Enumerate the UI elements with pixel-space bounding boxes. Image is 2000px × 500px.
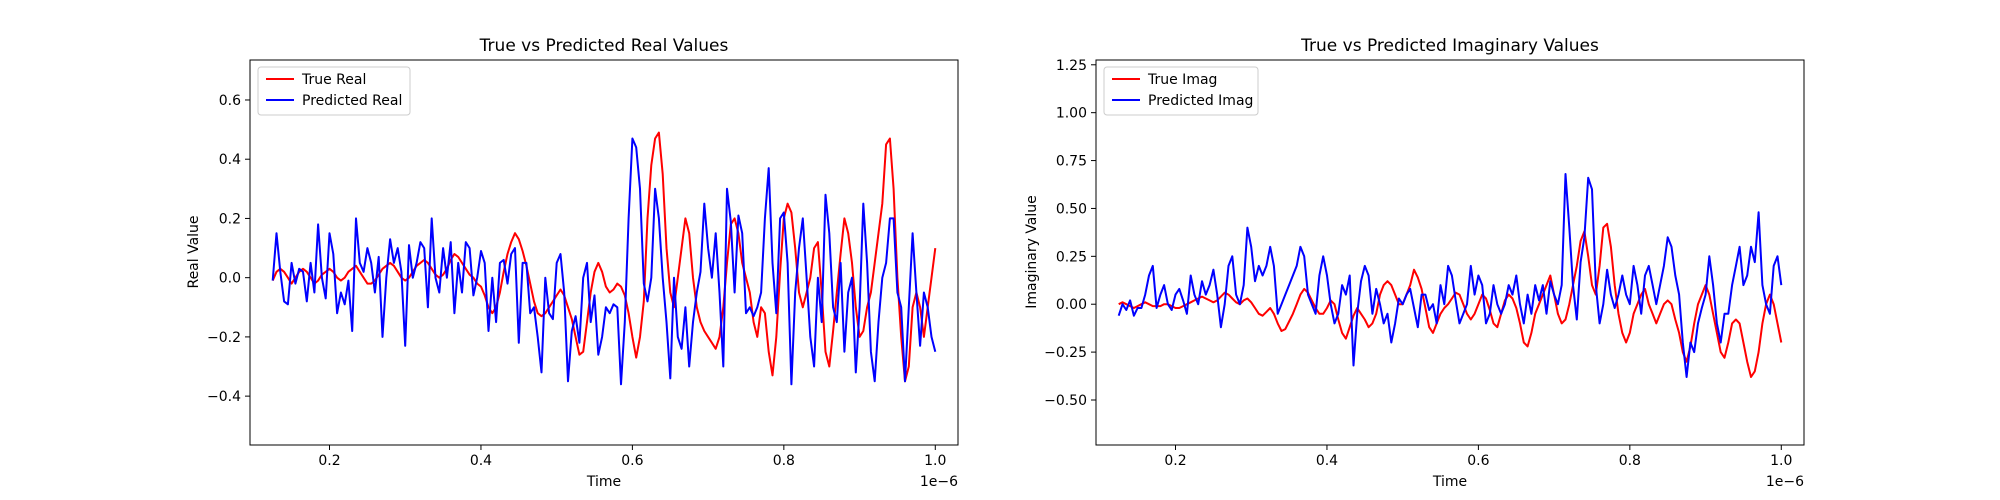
series-line-predicted-imag [1117,173,1783,378]
series-line-true-imag [1118,222,1783,378]
legend-label-predicted-imag: Predicted Imag [1148,93,1253,109]
chart-imaginary: True vs Predicted Imaginary Values 0.2 0.… [1024,36,1805,490]
x-tick-label: 0.8 [1619,453,1641,469]
y-tick-label: −0.4 [207,389,241,405]
x-tick-label: 0.4 [470,453,492,469]
x-tick-label: 1.0 [1770,453,1792,469]
x-tick-label: 0.4 [1316,453,1338,469]
y-tick-label: −0.25 [1044,345,1087,361]
y-tick-label: 0.6 [219,93,241,109]
legend-label-predicted-real: Predicted Real [302,93,402,109]
series-lines [271,131,937,386]
y-tick-label: −0.50 [1044,393,1087,409]
chart-real: True vs Predicted Real Values 0.2 0.4 0.6 0… [186,36,959,490]
y-tick-label: 0.00 [1056,297,1087,313]
y-tick-label: 0.25 [1056,249,1087,265]
y-tick-label: 0.0 [219,271,241,287]
x-tick-label: 0.6 [621,453,643,469]
y-tick-label: −0.2 [207,330,241,346]
series-line-true-real [271,131,937,383]
y-tick-label: 1.25 [1056,58,1087,74]
x-tick-label: 0.8 [773,453,795,469]
chart-title: True vs Predicted Imaginary Values [1300,36,1599,56]
y-tick-label: 0.2 [219,211,241,227]
legend-label-true-imag: True Imag [1147,72,1217,88]
chart-title: True vs Predicted Real Values [479,36,729,56]
plot-frame [1095,59,1805,446]
legend-label-true-real: True Real [301,72,366,88]
x-offset-text: 1e−6 [1766,474,1804,490]
x-axis-ticks: 0.2 0.4 0.6 0.8 1.0 [318,445,946,469]
x-tick-label: 1.0 [924,453,946,469]
legend-box [1103,66,1259,116]
x-axis-ticks: 0.2 0.4 0.6 0.8 1.0 [1164,445,1792,469]
y-tick-label: 0.50 [1056,201,1087,217]
series-lines [1117,173,1783,378]
y-axis-ticks: −0.4 −0.2 0.0 0.2 0.4 0.6 [207,93,250,405]
x-tick-label: 0.2 [318,453,340,469]
y-tick-label: 0.75 [1056,154,1087,170]
y-tick-label: 1.00 [1056,106,1087,122]
legend: True Real Predicted Real [257,66,411,116]
x-tick-label: 0.6 [1467,453,1489,469]
x-axis-label: Time [1432,474,1467,490]
legend: True Imag Predicted Imag [1103,66,1259,116]
plot-frame [249,59,959,446]
y-axis-label: Imaginary Value [1024,195,1040,309]
x-offset-text: 1e−6 [920,474,958,490]
x-axis-label: Time [586,474,621,490]
legend-box [257,66,411,116]
y-axis-label: Real Value [186,215,202,288]
y-axis-ticks: −0.50 −0.25 0.00 0.25 0.50 0.75 1.00 1.25 [1044,58,1096,409]
y-tick-label: 0.4 [219,152,241,168]
series-line-predicted-real [271,137,937,386]
x-tick-label: 0.2 [1164,453,1186,469]
